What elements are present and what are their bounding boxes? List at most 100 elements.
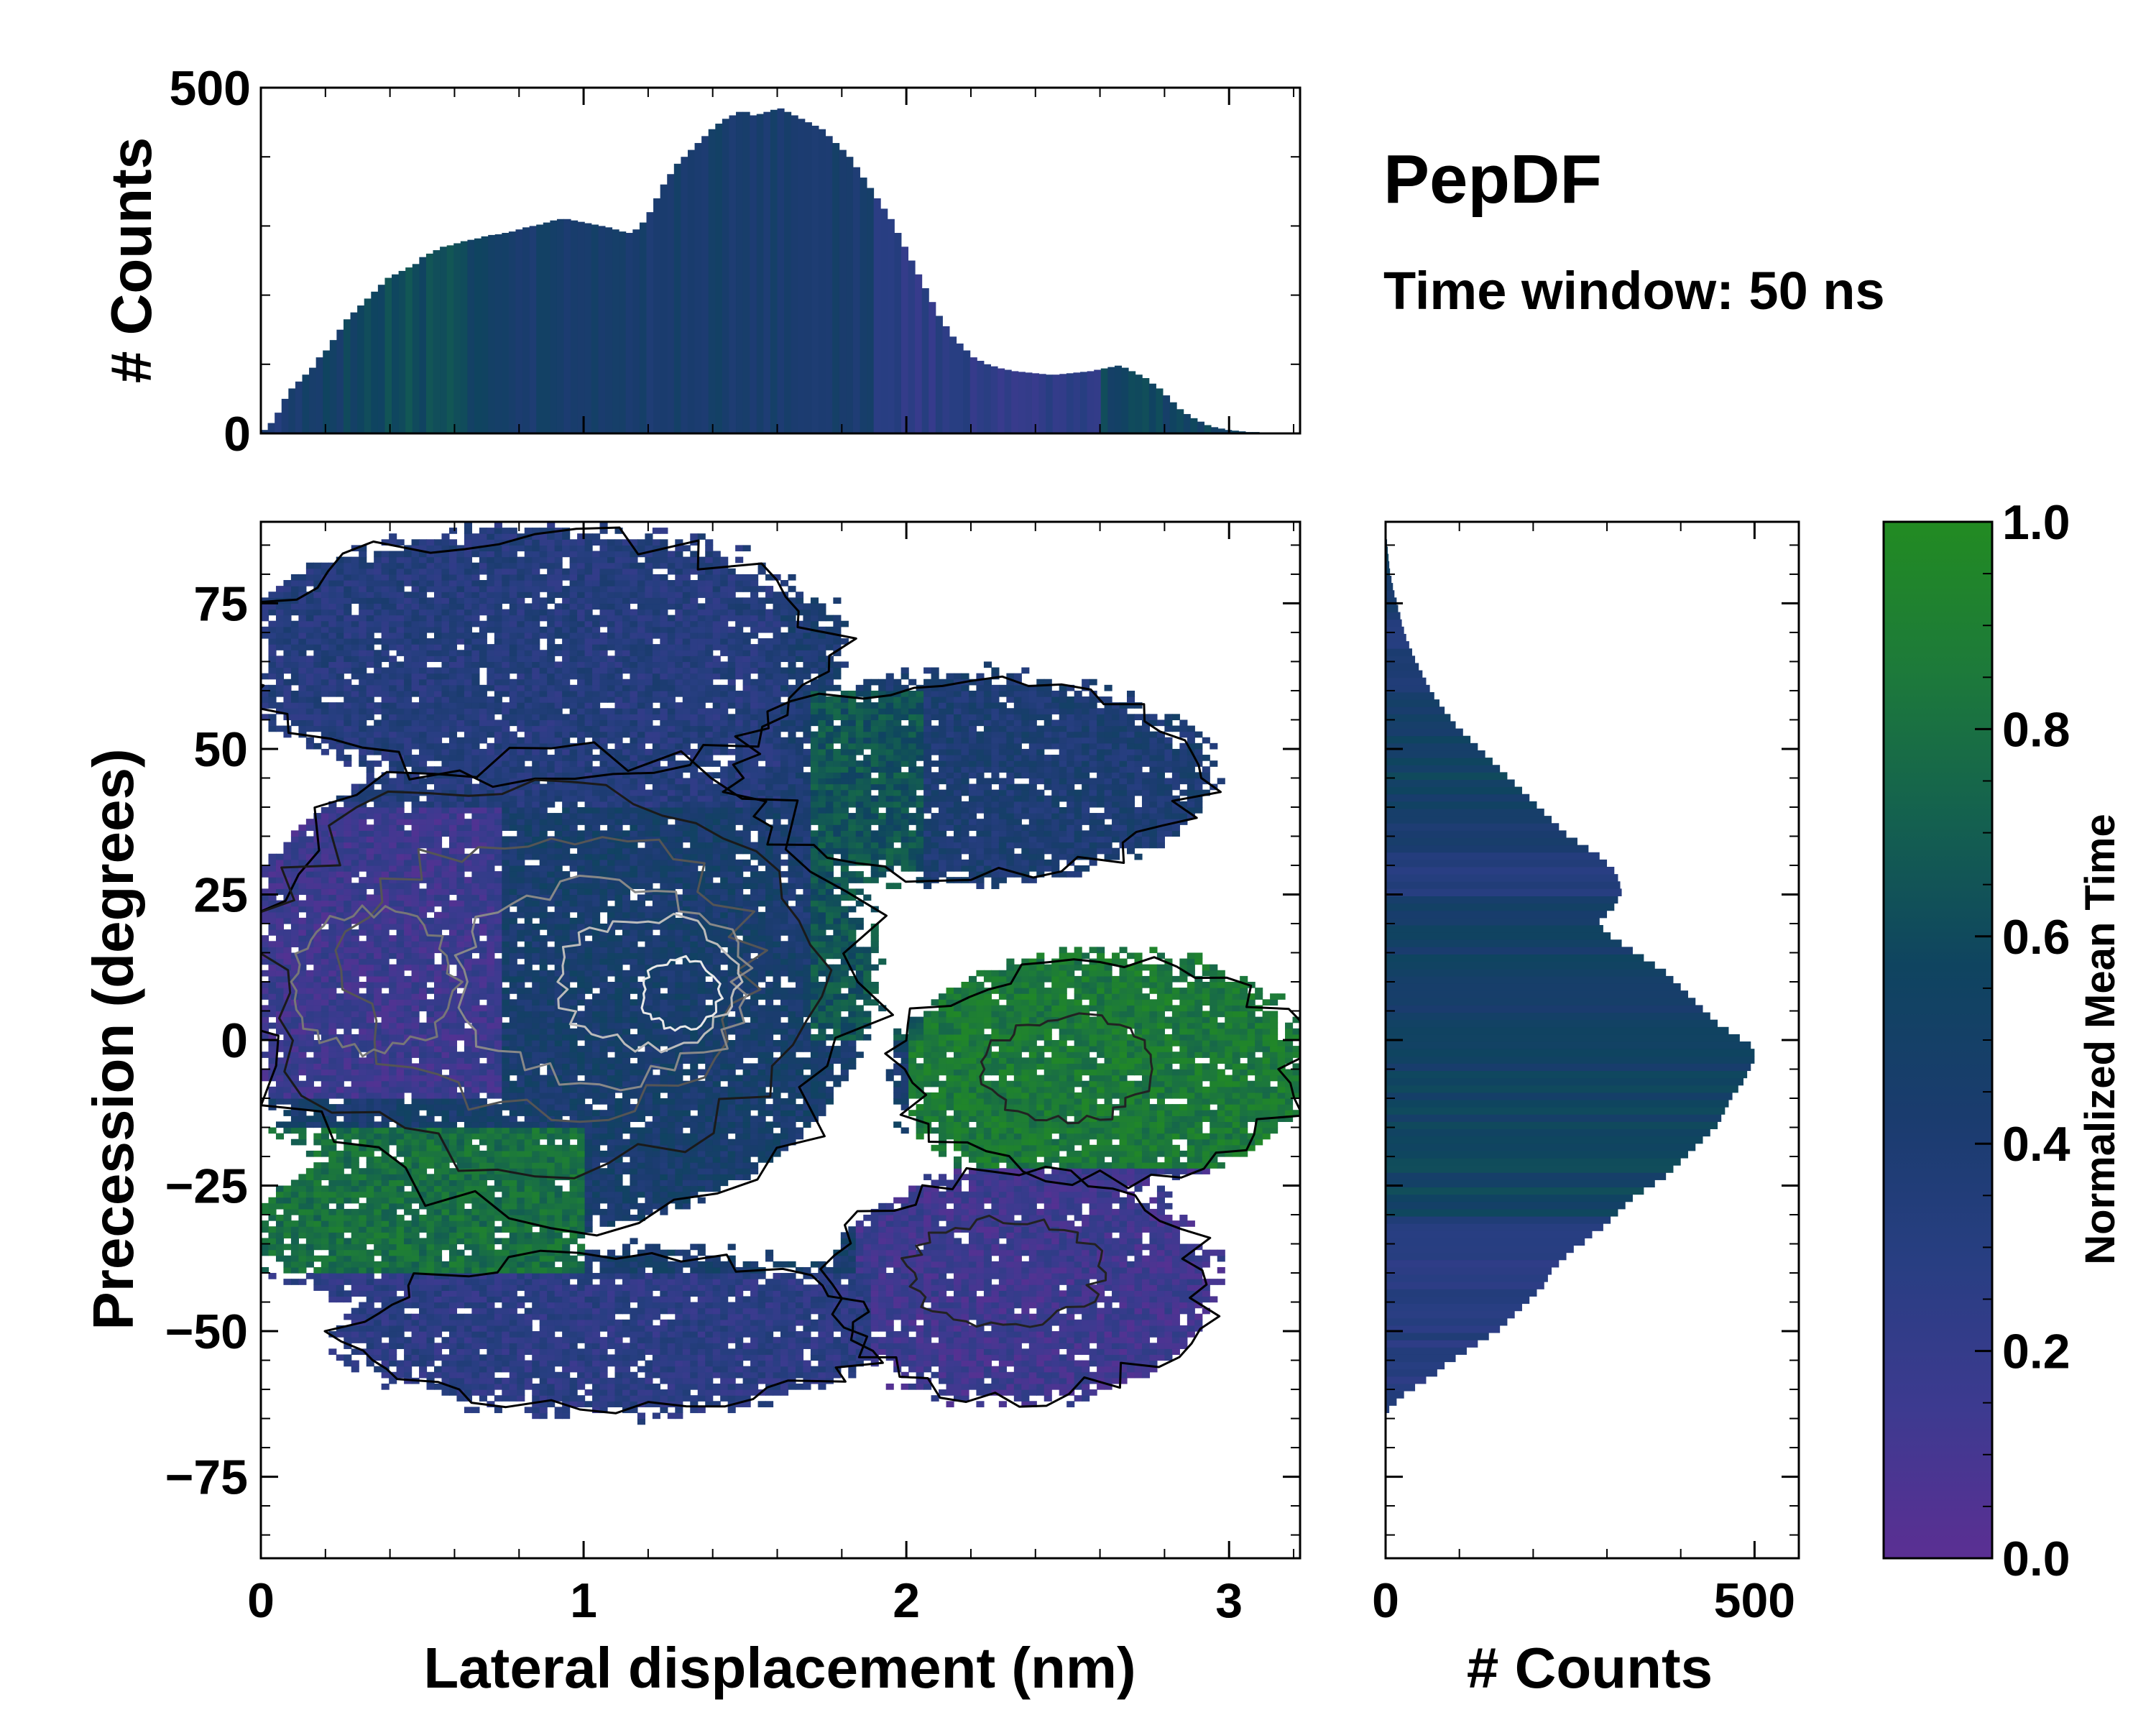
heatmap-cell [351, 1290, 359, 1297]
heatmap-cell [328, 801, 337, 808]
heatmap-cell [509, 1202, 517, 1210]
heatmap-cell [532, 574, 540, 581]
heatmap-cell [359, 650, 367, 656]
heatmap-cell [539, 1319, 548, 1326]
heatmap-cell [441, 1185, 450, 1192]
heatmap-cell [441, 719, 450, 727]
heatmap-cell [434, 1185, 443, 1192]
heatmap-cell [381, 952, 390, 960]
heatmap-cell [290, 1220, 299, 1227]
heatmap-cell [532, 1121, 540, 1128]
heatmap-cell [464, 1319, 472, 1326]
heatmap-cell [471, 760, 480, 767]
heatmap-cell [426, 1255, 435, 1262]
heatmap-cell [359, 667, 367, 674]
heatmap-cell [359, 714, 367, 721]
heatmap-cell [344, 1046, 352, 1052]
heatmap-cell [411, 760, 420, 767]
heatmap-cell [366, 678, 374, 686]
heatmap-cell [268, 923, 277, 930]
heatmap-cell [313, 650, 322, 656]
heatmap-cell [283, 1243, 292, 1251]
heatmap-cell [554, 760, 563, 767]
heatmap-cell [426, 714, 435, 721]
heatmap-cell [411, 993, 420, 1000]
heatmap-cell [381, 592, 390, 598]
heatmap-cell [494, 1028, 502, 1035]
heatmap-cell [313, 1110, 322, 1116]
heatmap-cell [344, 1127, 352, 1134]
heatmap-cell [404, 1116, 413, 1123]
heatmap-cell [441, 766, 450, 773]
heatmap-cell [344, 760, 352, 767]
heatmap-cell [313, 725, 322, 732]
heatmap-cell [328, 1261, 337, 1268]
heatmap-cell [389, 1022, 397, 1029]
heatmap-cell [268, 975, 277, 983]
heatmap-cell [275, 673, 285, 680]
heatmap-cell [547, 1243, 556, 1251]
heatmap-cell [539, 806, 548, 814]
heatmap-cell [411, 1098, 420, 1105]
heatmap-cell [456, 615, 465, 622]
heatmap-cell [261, 1011, 270, 1018]
heatmap-cell [313, 988, 322, 994]
heatmap-cell [359, 1220, 367, 1227]
heatmap-cell [313, 626, 322, 633]
heatmap-cell [434, 929, 443, 936]
heatmap-cell [502, 1220, 510, 1227]
heatmap-cell [389, 1034, 397, 1041]
heatmap-cell [305, 819, 314, 825]
heatmap-cell [517, 923, 525, 930]
heatmap-cell [487, 923, 495, 930]
heatmap-cell [471, 1080, 480, 1087]
heatmap-cell [283, 853, 292, 860]
heatmap-cell [434, 551, 443, 558]
heatmap-cell [554, 690, 563, 697]
heatmap-cell [479, 806, 487, 814]
heatmap-cell [359, 731, 367, 738]
heatmap-cell [389, 981, 397, 988]
heatmap-cell [305, 1116, 314, 1123]
heatmap-cell [419, 911, 428, 919]
heatmap-cell [502, 1243, 510, 1251]
heatmap-cell [448, 1138, 458, 1146]
heatmap-cell [321, 1052, 329, 1058]
heatmap-cell [381, 900, 390, 907]
heatmap-cell [396, 638, 405, 645]
heatmap-cell [359, 1337, 367, 1343]
heatmap-cell [381, 1354, 390, 1361]
heatmap-cell [434, 1366, 443, 1373]
heatmap-cell [547, 981, 556, 988]
heatmap-cell [328, 1185, 337, 1192]
heatmap-cell [389, 1104, 397, 1110]
heatmap-cell [305, 1075, 314, 1082]
heatmap-cell [539, 1220, 548, 1227]
heatmap-cell [426, 1279, 435, 1285]
heatmap-cell [448, 952, 458, 960]
heatmap-cell [441, 1156, 450, 1163]
heatmap-cell [509, 719, 517, 727]
heatmap-cell [275, 993, 285, 1000]
heatmap-cell [487, 755, 495, 761]
heatmap-cell [456, 947, 465, 954]
heatmap-cell [479, 1343, 487, 1349]
heatmap-cell [313, 644, 322, 650]
heatmap-cell [389, 1360, 397, 1367]
heatmap-cell [517, 911, 525, 919]
heatmap-cell [344, 626, 352, 633]
heatmap-cell [396, 696, 405, 703]
heatmap-cell [366, 1313, 374, 1320]
heatmap-cell [389, 760, 397, 767]
heatmap-cell [456, 620, 465, 627]
heatmap-cell [426, 958, 435, 965]
heatmap-cell [524, 935, 533, 942]
heatmap-cell [419, 626, 428, 633]
heatmap-cell [336, 1162, 344, 1169]
heatmap-cell [336, 1273, 344, 1279]
heatmap-cell [554, 1266, 563, 1274]
heatmap-cell [434, 678, 443, 686]
heatmap-cell [539, 574, 548, 581]
heatmap-cell [298, 620, 307, 627]
heatmap-cell [321, 656, 329, 663]
